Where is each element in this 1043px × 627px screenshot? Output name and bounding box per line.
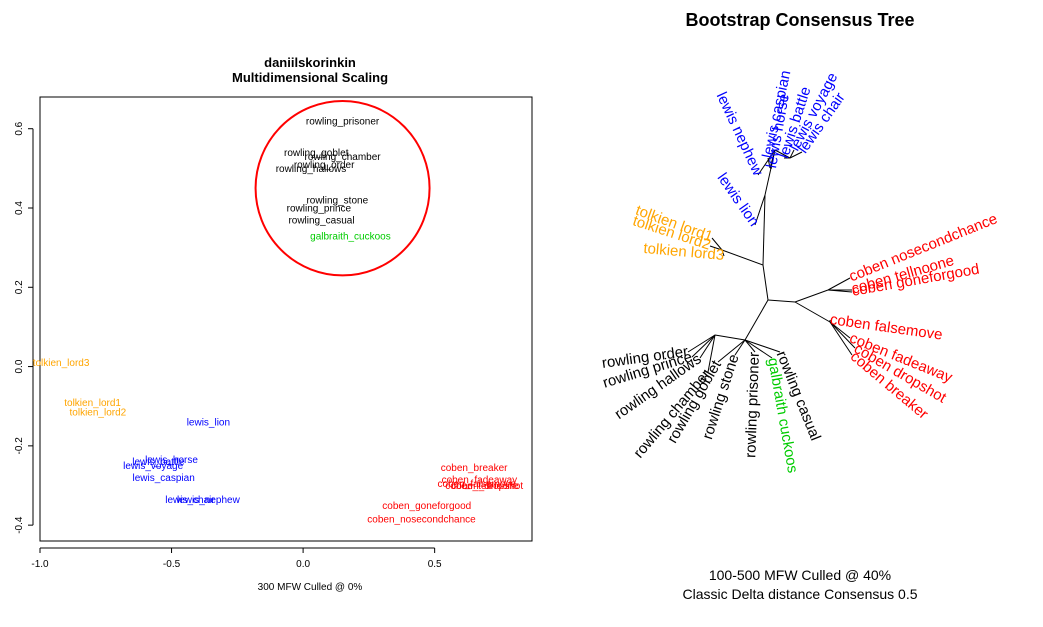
mds-y-tick-label: 0.0 (14, 359, 25, 373)
tree-branch (699, 334, 716, 359)
mds-point-label: rowling_prisoner (306, 116, 380, 127)
tree-branch (707, 334, 716, 373)
mds-y-tick-label: 0.6 (14, 121, 25, 135)
tree-branches (687, 149, 856, 373)
mds-plot-frame (39, 96, 533, 542)
tree-branch (744, 299, 769, 341)
mds-x-tick-label: -1.0 (31, 559, 49, 570)
mds-points: rowling_prisoner rowling_gobletrowling_ch… (33, 116, 524, 525)
tree-branch (754, 194, 766, 226)
mds-subtitle: Multidimensional Scaling (231, 70, 389, 85)
mds-point-label: lewis_chair (165, 495, 215, 506)
tree-leaf-label: tolkien lord3 (643, 240, 725, 264)
tree-branch (827, 277, 851, 291)
tree-branch (789, 149, 795, 159)
tree-branch (714, 334, 746, 341)
mds-point-label: tolkien_lord3 (33, 358, 90, 369)
tree-leaf-label: lewis lion (714, 170, 763, 230)
mds-point-label: coben_nosecondchance (367, 515, 476, 526)
tree-branch (794, 301, 831, 323)
mds-point-label: rowling_hallows (276, 164, 347, 175)
tree-branch (794, 289, 829, 303)
mds-point-label: coben_falsemove (438, 479, 517, 490)
tree-branch (757, 149, 776, 176)
mds-y-tick-label: 0.2 (14, 280, 25, 294)
tree-branch (744, 339, 773, 359)
tree-branch (744, 339, 781, 353)
mds-point-label: lewis_voyage (123, 461, 183, 472)
tree-branch (711, 237, 723, 251)
mds-point-label: rowling_prince (287, 204, 352, 215)
tree-title: Bootstrap Consensus Tree (685, 10, 915, 30)
mds-highlight-circle (254, 99, 431, 277)
mds-x-tick-label: -0.5 (163, 559, 181, 570)
mds-y-tick-label: -0.2 (14, 437, 25, 455)
mds-point-label: coben_fadeaway (442, 475, 518, 486)
mds-y-tick-label: -0.4 (14, 516, 25, 534)
tree-caption-mfw: 100-500 MFW Culled @ 40% (708, 567, 892, 583)
mds-point-label: lewis_battle (132, 457, 185, 468)
mds-title: daniilskorinkin (264, 55, 356, 70)
tree-branch (717, 339, 746, 363)
mds-point-label: coben_breaker (441, 463, 508, 474)
mds-x-tick-label: 0.0 (296, 559, 310, 570)
tree-branch (744, 339, 756, 353)
mds-scatter-plot: -1.0 -0.5 0.0 0.5 -0.4 -0.2 0.0 0.2 0.4 0.6 rowli… (14, 96, 533, 570)
mds-point-label: coben_goneforgood (382, 501, 471, 512)
tree-leaf-label: rowling prisoner (742, 352, 763, 458)
mds-point-label: rowling_order (294, 160, 355, 171)
tree-branch (687, 334, 716, 353)
tree-branch (721, 249, 725, 257)
mds-point-label: rowling_casual (288, 215, 354, 226)
mds-point-label: galbraith_cuckoos (310, 231, 391, 242)
tree-branch (827, 289, 853, 293)
tree-branch (721, 249, 764, 266)
mds-x-axis-label: 300 MFW Culled @ 0% (257, 582, 363, 593)
mds-point-label: rowling_stone (306, 196, 368, 207)
mds-highlight-ring (254, 99, 431, 277)
tree-branch (767, 299, 796, 303)
tree-branch (774, 149, 791, 159)
mds-point-label: rowling_chamber (304, 152, 381, 163)
mds-point-label: coben_dropshot (451, 481, 523, 492)
mds-y-tick-label: 0.4 (14, 201, 25, 215)
mds-axes: -1.0 -0.5 0.0 0.5 -0.4 -0.2 0.0 0.2 0.4 0.6 (14, 121, 442, 570)
tree-leaf-label: lewis nephew (713, 90, 767, 179)
mds-point-label: lewis_caspian (133, 473, 195, 484)
tree-branch (762, 194, 766, 266)
tree-branch (762, 264, 769, 301)
tree-branch (769, 149, 776, 169)
mds-point-label: lewis_lion (187, 418, 230, 429)
tree-caption-distance: Classic Delta distance Consensus 0.5 (682, 586, 918, 602)
tree-branch (789, 151, 803, 159)
tree-branch (734, 339, 746, 356)
mds-point-label: lewis_horse (145, 455, 198, 466)
mds-point-label: tolkien_lord2 (70, 408, 127, 419)
mds-point-label: coben_tellnoone (445, 481, 519, 492)
tree-branch (829, 321, 853, 356)
mds-x-tick-label: 0.5 (428, 559, 442, 570)
tree-branch (829, 321, 851, 339)
tree-branch (691, 334, 716, 358)
mds-point-label: lewis_nephew (177, 495, 241, 506)
tree-branch (829, 321, 856, 349)
mds-point-label: tolkien_lord1 (64, 398, 121, 409)
mds-point-label: rowling_goblet (284, 148, 349, 159)
tree-branch (709, 245, 723, 251)
mds-plot-box (39, 96, 533, 542)
